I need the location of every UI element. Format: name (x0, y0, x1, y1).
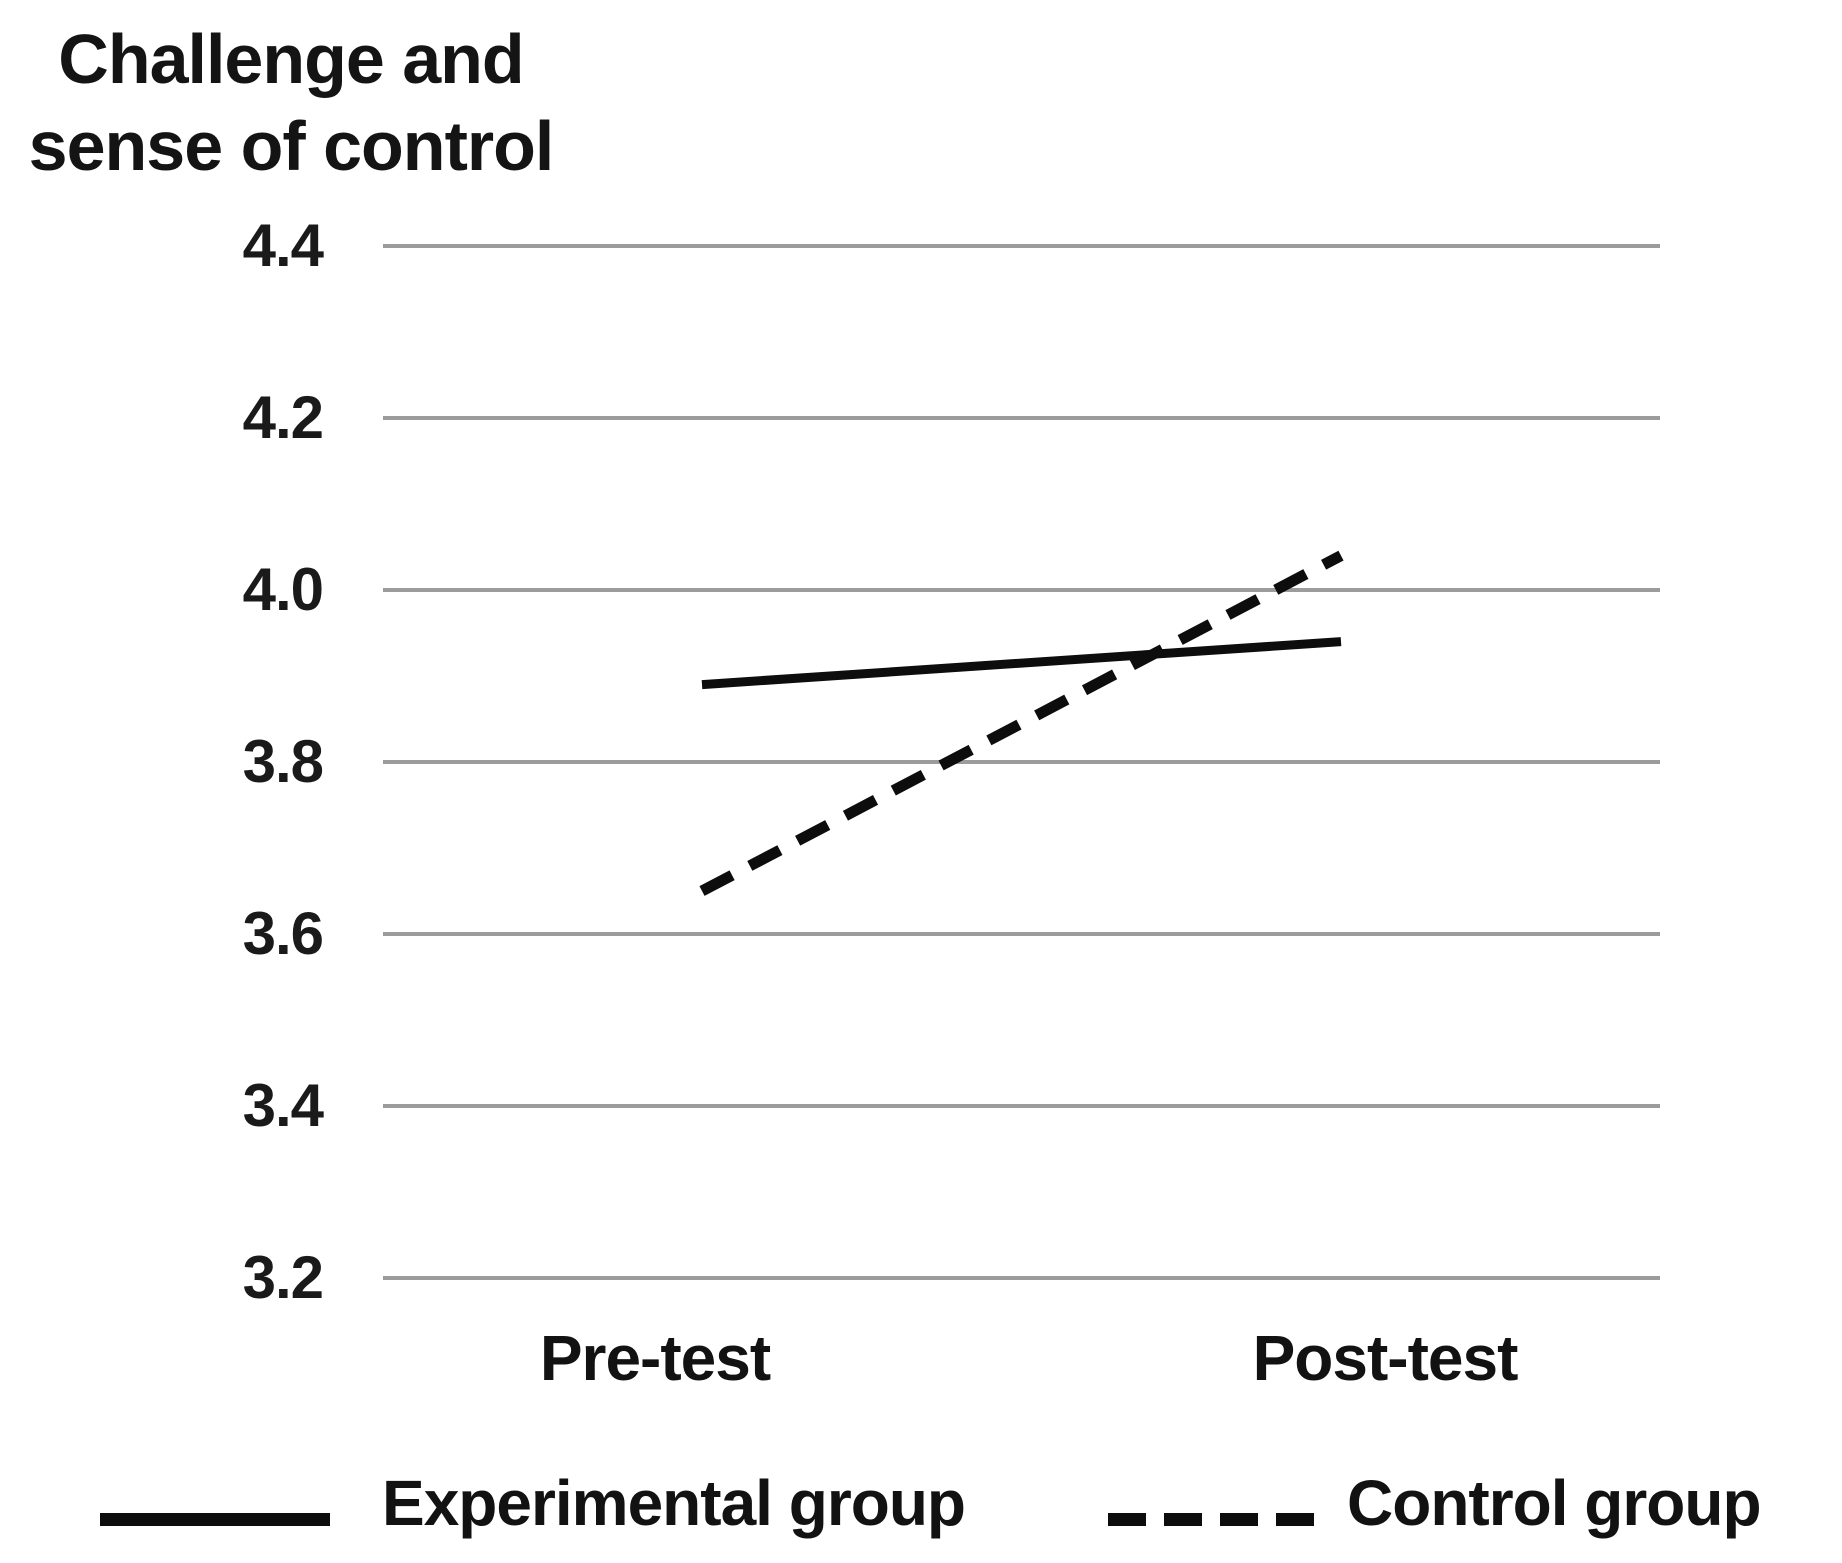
legend-solid-line-swatch (100, 1513, 330, 1526)
y-tick-label-3.2: 3.2 (242, 1244, 324, 1311)
x-axis-label-post-test: Post-test (1252, 1322, 1519, 1394)
x-axis-label-pre-test: Pre-test (539, 1322, 771, 1394)
y-tick-label-4.0: 4.0 (242, 556, 324, 623)
y-tick-label-4.2: 4.2 (242, 384, 324, 451)
y-tick-label-3.6: 3.6 (242, 900, 324, 967)
y-tick-label-3.4: 3.4 (242, 1072, 324, 1139)
legend-dashed-line-swatch (1108, 1513, 1314, 1526)
series-line-experimental-group (701, 637, 1342, 690)
legend: Experimental group Control group (0, 1455, 1842, 1555)
y-axis-title-line1: Challenge and (58, 20, 524, 98)
series-line-control-group (699, 550, 1344, 896)
y-tick-label-4.4: 4.4 (242, 212, 324, 279)
legend-label-control-group: Control group (1347, 1467, 1762, 1539)
y-axis-title: Challenge and sense of control (8, 16, 574, 190)
y-axis-title-line2: sense of control (28, 106, 555, 185)
legend-label-experimental-group: Experimental group (382, 1467, 966, 1539)
y-tick-label-3.8: 3.8 (242, 728, 324, 795)
